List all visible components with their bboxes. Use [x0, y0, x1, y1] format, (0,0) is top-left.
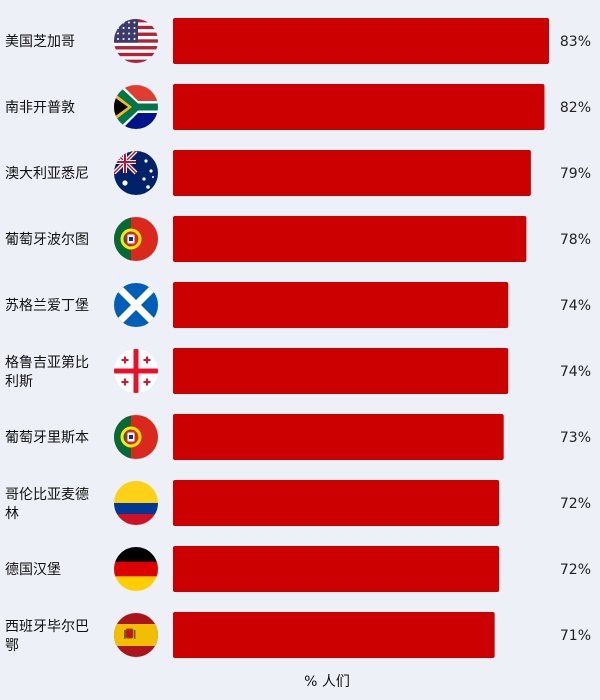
- category-label: 美国芝加哥: [5, 34, 75, 50]
- scotland-flag-icon: [114, 283, 158, 327]
- category-label: 苏格兰爱丁堡: [5, 298, 89, 314]
- category-label: 南非开普敦: [5, 100, 75, 116]
- ge-flag-icon: [114, 349, 158, 393]
- category-label: 澳大利亚悉尼: [5, 166, 89, 182]
- bar: [173, 480, 500, 526]
- pt-flag-icon: [114, 415, 158, 459]
- bar-row: 哥伦比亚麦德林 72%: [5, 480, 591, 526]
- bar: [173, 612, 495, 658]
- value-label: 72%: [560, 496, 591, 512]
- category-label: 德国汉堡: [5, 562, 61, 578]
- bar: [173, 414, 504, 460]
- value-label: 78%: [560, 232, 591, 248]
- x-axis-label: % 人们: [304, 674, 350, 690]
- bar-row: 德国汉堡 72%: [5, 546, 591, 592]
- us-flag-icon: [114, 19, 158, 63]
- bar: [173, 150, 531, 196]
- bar-row: 葡萄牙里斯本 73%: [5, 414, 591, 460]
- value-label: 83%: [560, 34, 591, 50]
- category-label: 西班牙毕尔巴鄂: [5, 619, 89, 654]
- bar: [173, 84, 545, 130]
- category-label: 葡萄牙里斯本: [5, 430, 89, 446]
- bar-row: 澳大利亚悉尼 79%: [5, 150, 591, 196]
- value-label: 74%: [560, 298, 591, 314]
- es-flag-icon: [114, 613, 158, 657]
- pt-flag-icon: [114, 217, 158, 261]
- value-label: 73%: [560, 430, 591, 446]
- bar: [173, 216, 527, 262]
- value-label: 82%: [560, 100, 591, 116]
- bar-row: 美国芝加哥 83%: [5, 18, 591, 64]
- au-flag-icon: [114, 151, 158, 195]
- bar-row: 格鲁吉亚第比利斯 74%: [5, 348, 591, 394]
- co-flag-icon: [114, 481, 158, 525]
- bar: [173, 18, 549, 64]
- bar: [173, 282, 509, 328]
- bar-row: 苏格兰爱丁堡 74%: [5, 282, 591, 328]
- category-label: 哥伦比亚麦德林: [5, 487, 89, 522]
- value-label: 74%: [560, 364, 591, 380]
- value-label: 71%: [560, 628, 591, 644]
- chart-rows: 美国芝加哥 83% 南非开普敦 82% 澳大利亚悉尼 79% 葡萄牙波尔图 78% 苏格兰爱丁堡…: [5, 18, 591, 658]
- bar: [173, 546, 500, 592]
- value-label: 79%: [560, 166, 591, 182]
- de-flag-icon: [114, 547, 158, 591]
- category-label: 格鲁吉亚第比利斯: [5, 354, 89, 390]
- bar-row: 南非开普敦 82%: [5, 84, 591, 130]
- bar-row: 西班牙毕尔巴鄂 71%: [5, 612, 591, 658]
- value-label: 72%: [560, 562, 591, 578]
- bar-row: 葡萄牙波尔图 78%: [5, 216, 591, 262]
- za-flag-icon: [114, 85, 158, 129]
- category-label: 葡萄牙波尔图: [5, 232, 89, 248]
- bar: [173, 348, 509, 394]
